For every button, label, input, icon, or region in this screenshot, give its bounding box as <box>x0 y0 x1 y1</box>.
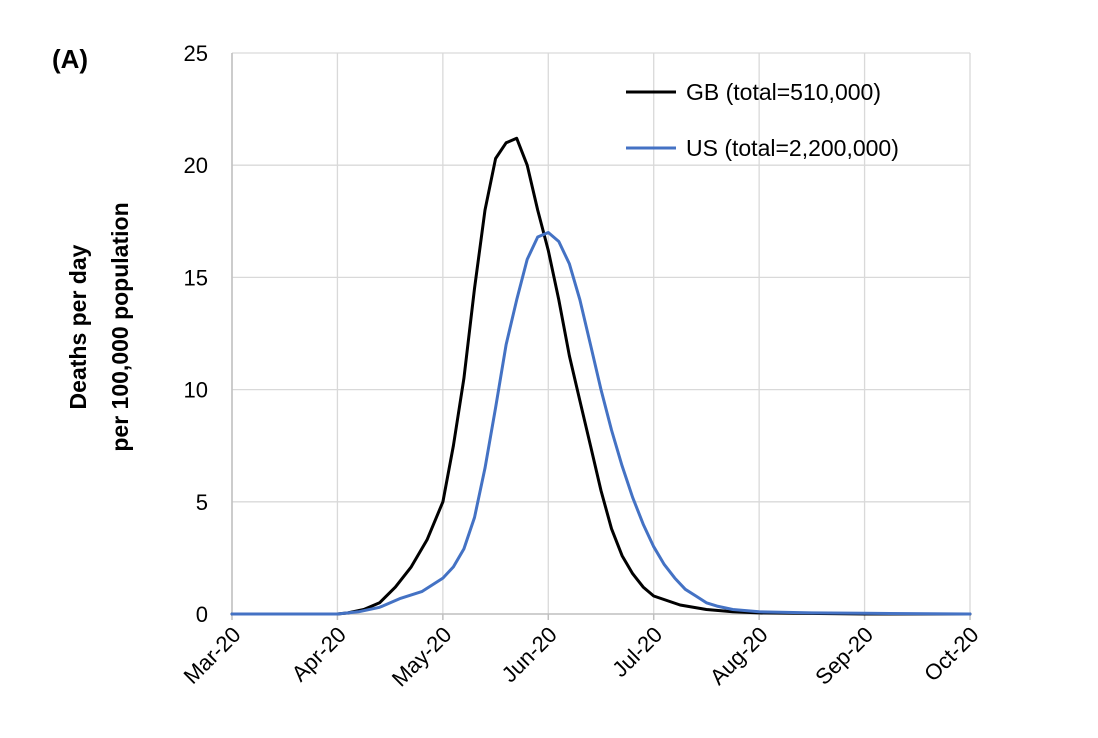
y-axis-label: Deaths per day per 100,000 population <box>65 202 133 451</box>
legend-label-us: US (total=2,200,000) <box>686 135 899 161</box>
y-tick-label: 25 <box>184 41 208 66</box>
x-tick-labels: Mar-20 Apr-20 May-20 Jun-20 Jul-20 Aug-20 Sep-… <box>179 622 984 692</box>
x-tick-label: Apr-20 <box>287 622 351 686</box>
panel-label: (A) <box>52 44 88 74</box>
x-tick-label: Jun-20 <box>497 622 562 687</box>
y-tick-label: 5 <box>196 490 208 515</box>
series-lines <box>230 136 972 616</box>
y-tick-labels: 0 5 10 15 20 25 <box>184 41 208 627</box>
x-tick-label: Mar-20 <box>179 622 246 689</box>
series-line-us <box>230 231 972 616</box>
y-axis-label-line-2: per 100,000 population <box>107 202 133 451</box>
x-tick-label: Oct-20 <box>919 622 983 686</box>
legend: GB (total=510,000) US (total=2,200,000) <box>626 79 899 161</box>
y-tick-label: 20 <box>184 153 208 178</box>
series-line-gb <box>230 136 972 616</box>
y-tick-label: 15 <box>184 265 208 290</box>
x-tick-label: Aug-20 <box>705 622 773 690</box>
y-tick-label: 0 <box>196 602 208 627</box>
x-tick-label: Jul-20 <box>607 622 667 682</box>
y-tick-label: 10 <box>184 378 208 403</box>
x-tick-label: May-20 <box>387 622 457 692</box>
legend-label-gb: GB (total=510,000) <box>686 79 881 105</box>
x-tick-label: Sep-20 <box>810 622 878 690</box>
y-axis-label-line-1: Deaths per day <box>65 244 91 409</box>
